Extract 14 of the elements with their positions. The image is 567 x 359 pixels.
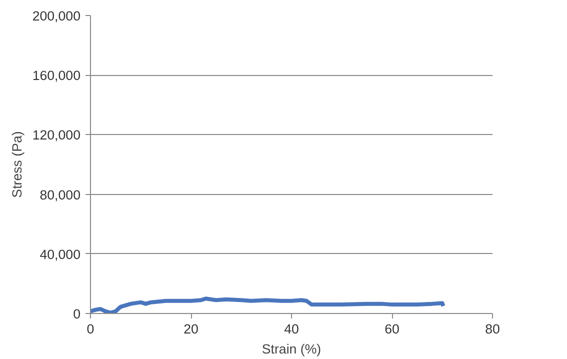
y-axis-title: Stress (Pa) xyxy=(9,131,24,198)
x-tick-label: 40 xyxy=(284,322,299,336)
x-tick-label: 0 xyxy=(86,322,94,336)
x-tick-label: 60 xyxy=(384,322,400,336)
line-series xyxy=(90,296,446,314)
y-tick-label: 200,000 xyxy=(32,8,81,24)
y-tick-label: 160,000 xyxy=(32,68,81,84)
y-tick-label: 0 xyxy=(73,306,81,322)
y-tick-label: 120,000 xyxy=(32,128,81,143)
y-tick-label: 80,000 xyxy=(40,187,80,202)
y-tick-label: 40,000 xyxy=(40,246,80,262)
x-axis-title: Strain (%) xyxy=(262,342,322,356)
x-tick-label: 20 xyxy=(184,322,198,336)
x-tick-label: 80 xyxy=(485,322,500,336)
